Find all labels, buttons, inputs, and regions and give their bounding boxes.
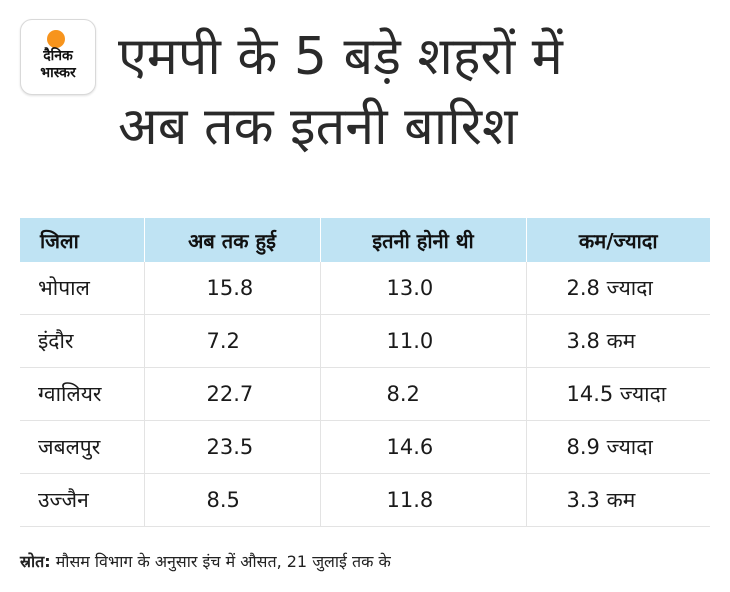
table-row: ग्वालियर 22.7 8.2 14.5 ज्यादा	[20, 367, 710, 421]
cell-difference: 3.3 कम	[525, 473, 710, 527]
logo-line-2: भास्कर	[40, 65, 76, 81]
source-label: स्रोत:	[20, 552, 51, 571]
table-row: जबलपुर 23.5 14.6 8.9 ज्यादा	[20, 420, 710, 474]
cell-so-far: 8.5	[143, 473, 320, 527]
cell-expected: 8.2	[319, 367, 526, 421]
column-header-so-far: अब तक हुई	[143, 218, 320, 262]
rainfall-table: जिला अब तक हुई इतनी होनी थी कम/ज्यादा भो…	[20, 218, 710, 527]
cell-district: ग्वालियर	[20, 367, 144, 421]
cell-expected: 11.0	[319, 314, 526, 368]
cell-district: इंदौर	[20, 314, 144, 368]
column-header-district: जिला	[20, 218, 144, 262]
cell-so-far: 22.7	[143, 367, 320, 421]
cell-difference: 2.8 ज्यादा	[525, 262, 710, 315]
logo-line-1: दैनिक	[43, 48, 73, 64]
cell-district: जबलपुर	[20, 420, 144, 474]
cell-so-far: 23.5	[143, 420, 320, 474]
page-title: एमपी के 5 बड़े शहरों में अब तक इतनी बारि…	[118, 22, 708, 162]
title-line-2: अब तक इतनी बारिश	[118, 97, 518, 157]
table-row: उज्जैन 8.5 11.8 3.3 कम	[20, 473, 710, 527]
cell-difference: 14.5 ज्यादा	[525, 367, 710, 421]
cell-so-far: 15.8	[143, 262, 320, 315]
cell-so-far: 7.2	[143, 314, 320, 368]
cell-expected: 14.6	[319, 420, 526, 474]
cell-difference: 8.9 ज्यादा	[525, 420, 710, 474]
table-row: इंदौर 7.2 11.0 3.8 कम	[20, 314, 710, 368]
cell-expected: 13.0	[319, 262, 526, 315]
cell-district: उज्जैन	[20, 473, 144, 527]
title-line-1: एमपी के 5 बड़े शहरों में	[118, 27, 563, 87]
column-header-expected: इतनी होनी थी	[319, 218, 526, 262]
table-row: भोपाल 15.8 13.0 2.8 ज्यादा	[20, 262, 710, 315]
column-header-difference: कम/ज्यादा	[525, 218, 710, 262]
source-note: स्रोत: मौसम विभाग के अनुसार इंच में औसत,…	[20, 550, 391, 572]
cell-expected: 11.8	[319, 473, 526, 527]
cell-district: भोपाल	[20, 262, 144, 315]
source-text: मौसम विभाग के अनुसार इंच में औसत, 21 जुल…	[55, 552, 391, 571]
table-header-row: जिला अब तक हुई इतनी होनी थी कम/ज्यादा	[20, 218, 710, 262]
sun-icon	[47, 30, 65, 48]
rainfall-table-container: जिला अब तक हुई इतनी होनी थी कम/ज्यादा भो…	[20, 218, 710, 527]
cell-difference: 3.8 कम	[525, 314, 710, 368]
dainik-bhaskar-logo: दैनिक भास्कर	[20, 19, 96, 95]
